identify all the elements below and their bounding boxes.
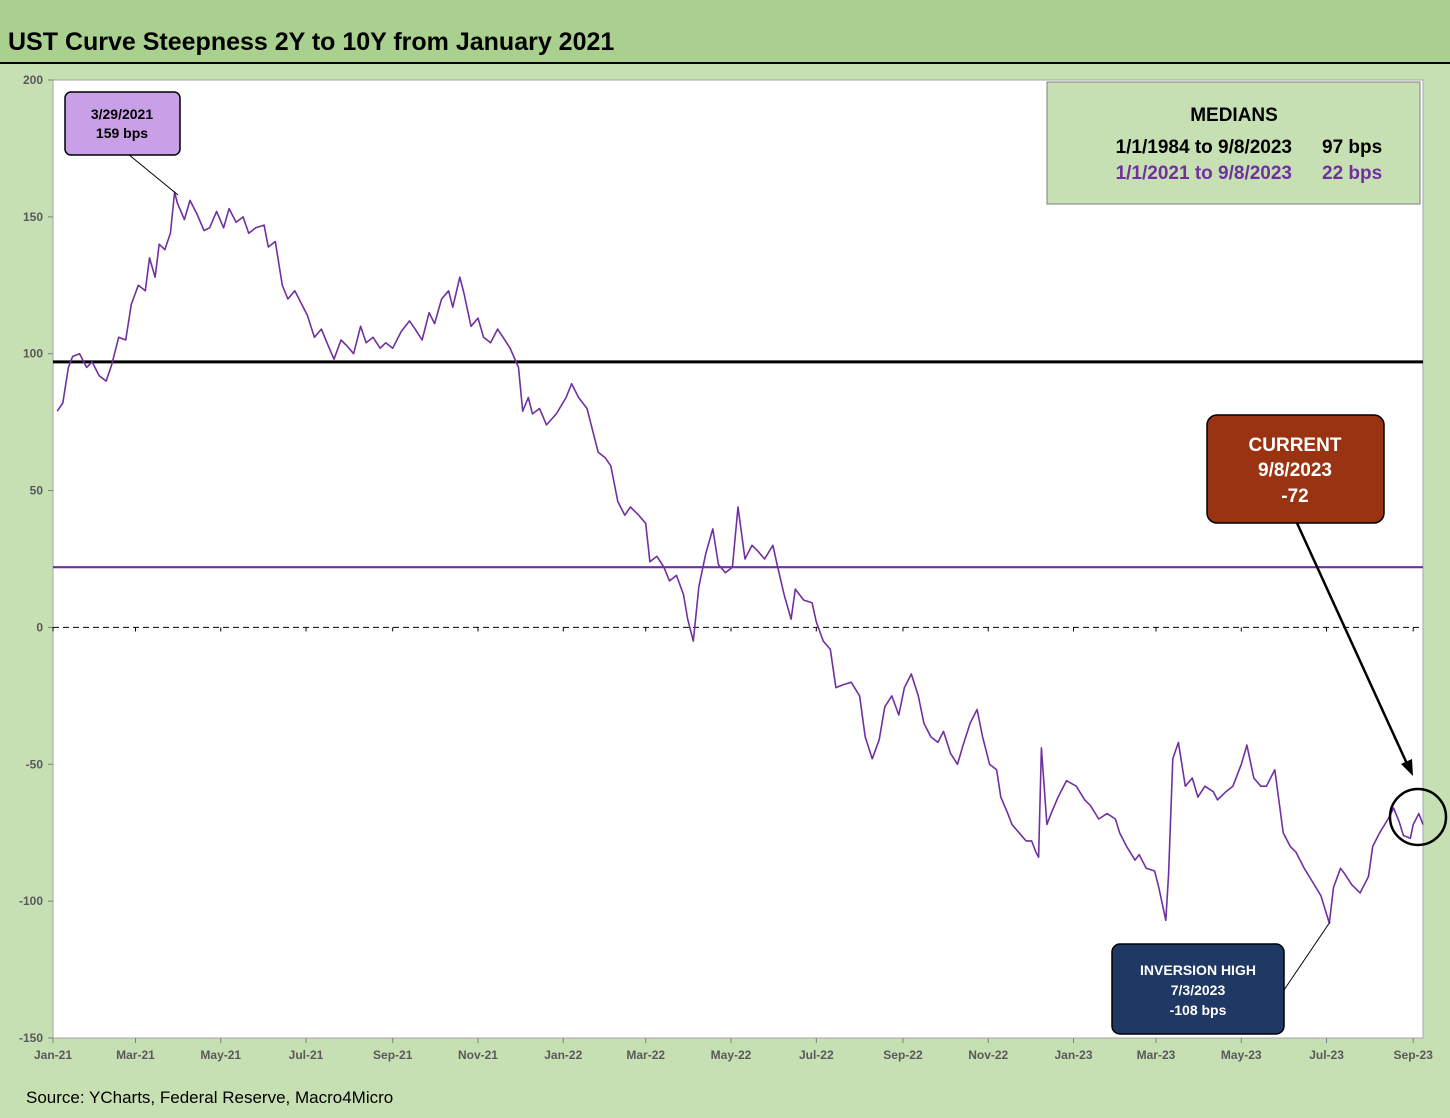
median-row-long-period: 1/1/1984 to 9/8/2023 — [1116, 137, 1292, 158]
x-tick-label: May-22 — [711, 1048, 752, 1062]
median-row-short-value: 22 bps — [1322, 163, 1382, 184]
peak-callout-date: 3/29/2021 — [91, 106, 153, 122]
x-tick-label: Jul-22 — [799, 1048, 834, 1062]
x-tick-label: Mar-21 — [116, 1048, 155, 1062]
current-callout-date: 9/8/2023 — [1258, 460, 1332, 481]
chart-title: UST Curve Steepness 2Y to 10Y from Janua… — [8, 28, 615, 56]
inversion-callout: INVERSION HIGH 7/3/2023 -108 bps — [1111, 921, 1331, 1035]
steepness-series-line — [56, 191, 1424, 924]
x-tick-label: May-21 — [200, 1048, 241, 1062]
inversion-callout-label: INVERSION HIGH — [1140, 962, 1256, 978]
title-bar: UST Curve Steepness 2Y to 10Y from Janua… — [0, 0, 1450, 64]
x-tick-label: Sep-23 — [1394, 1048, 1434, 1062]
y-tick-label: -100 — [19, 894, 43, 908]
x-tick-label: Jan-21 — [34, 1048, 72, 1062]
x-tick-label: Nov-22 — [968, 1048, 1008, 1062]
inversion-callout-value: -108 bps — [1170, 1002, 1227, 1018]
current-marker-circle — [1388, 787, 1448, 847]
x-tick-label: Sep-22 — [883, 1048, 923, 1062]
median-reference-lines — [53, 360, 1423, 628]
median-row-short-period: 1/1/2021 to 9/8/2023 — [1116, 163, 1292, 184]
peak-callout: 3/29/2021 159 bps — [64, 91, 181, 196]
peak-callout-value: 159 bps — [96, 125, 148, 141]
medians-box: MEDIANS 1/1/1984 to 9/8/2023 97 bps 1/1/… — [1046, 81, 1421, 205]
x-tick-label: Jan-22 — [544, 1048, 582, 1062]
plot-area — [52, 79, 1424, 1039]
current-callout: CURRENT 9/8/2023 -72 — [1206, 414, 1448, 847]
x-tick-label: May-23 — [1221, 1048, 1262, 1062]
y-tick-label: 150 — [23, 210, 43, 224]
chart-canvas: 200 150 100 50 0 -50 -100 -150 Jan-21 Mar-21 May-2… — [19, 73, 1448, 1062]
x-tick-label: Sep-21 — [373, 1048, 413, 1062]
y-tick-label: 200 — [23, 73, 43, 87]
median-row-long-value: 97 bps — [1322, 137, 1382, 158]
y-tick-label: 100 — [23, 347, 43, 361]
medians-heading: MEDIANS — [1190, 105, 1278, 126]
y-tick-label: 50 — [30, 484, 44, 498]
inversion-callout-date: 7/3/2023 — [1171, 982, 1226, 998]
axis-ticks: 200 150 100 50 0 -50 -100 -150 Jan-21 Mar-21 May-2… — [19, 73, 1433, 1062]
x-tick-label: Jul-23 — [1309, 1048, 1344, 1062]
y-tick-label: 0 — [36, 620, 43, 634]
x-tick-label: Mar-23 — [1137, 1048, 1176, 1062]
x-tick-label: Mar-22 — [626, 1048, 665, 1062]
y-tick-label: -50 — [26, 757, 44, 771]
current-callout-label: CURRENT — [1249, 435, 1342, 456]
current-callout-value: -72 — [1281, 486, 1308, 507]
x-tick-label: Jan-23 — [1054, 1048, 1092, 1062]
y-tick-label: -150 — [19, 1031, 43, 1045]
source-note: Source: YCharts, Federal Reserve, Macro4… — [26, 1088, 394, 1107]
x-tick-label: Nov-21 — [458, 1048, 498, 1062]
x-tick-label: Jul-21 — [289, 1048, 324, 1062]
